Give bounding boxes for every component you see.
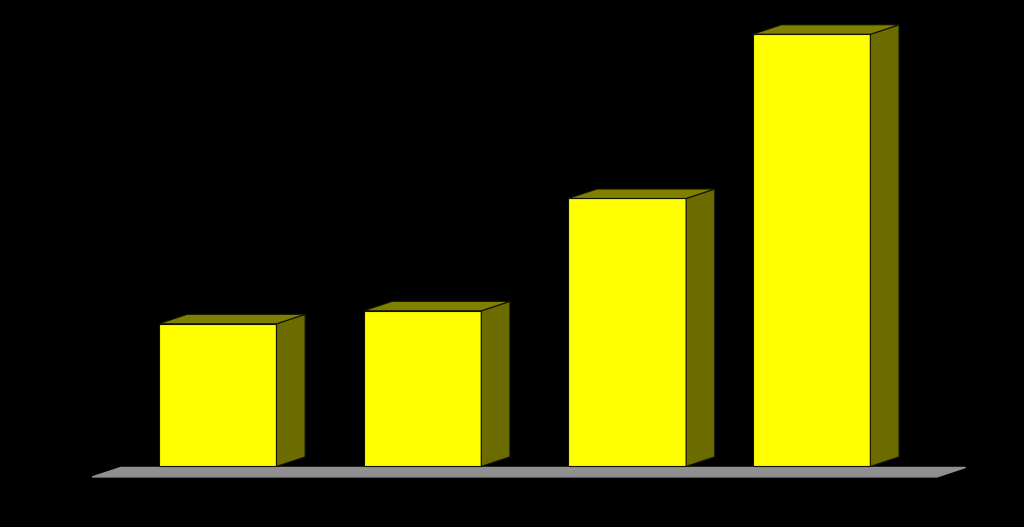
Polygon shape <box>870 25 899 466</box>
Polygon shape <box>92 467 966 477</box>
Polygon shape <box>568 199 686 466</box>
Polygon shape <box>364 301 510 311</box>
Polygon shape <box>753 34 870 466</box>
Polygon shape <box>568 189 715 199</box>
Polygon shape <box>364 311 481 466</box>
Polygon shape <box>686 189 715 466</box>
Polygon shape <box>276 314 305 466</box>
Polygon shape <box>159 324 276 466</box>
Polygon shape <box>481 301 510 466</box>
Polygon shape <box>159 314 305 324</box>
Polygon shape <box>753 25 899 34</box>
